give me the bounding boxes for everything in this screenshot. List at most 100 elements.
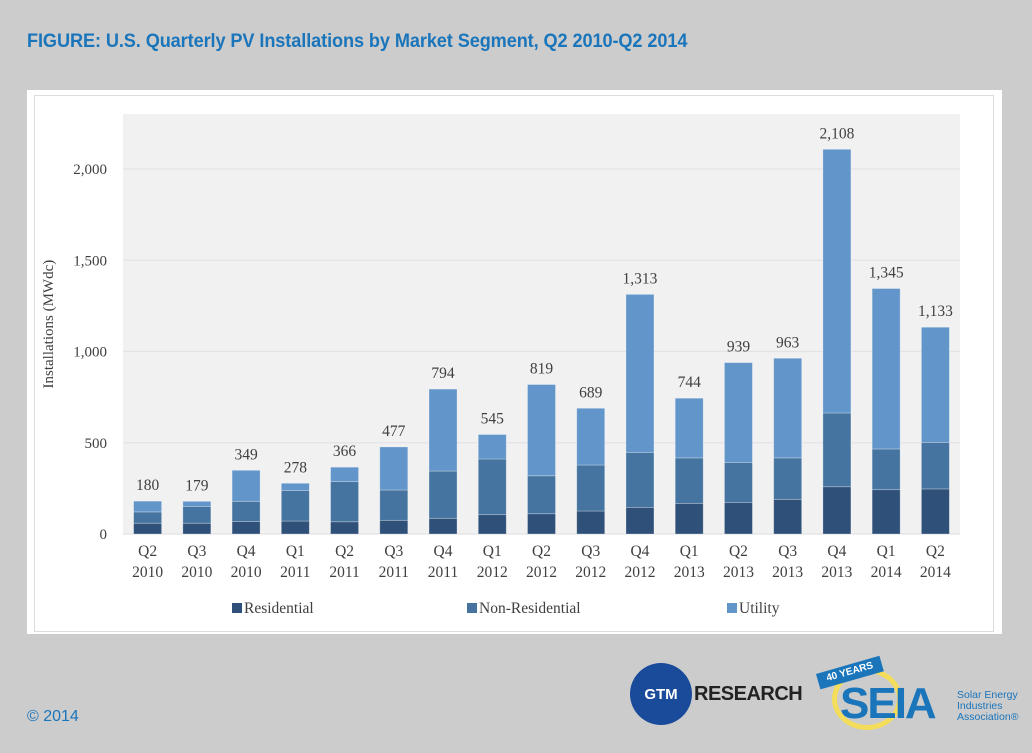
bar-segment-non-residential [920,441,950,490]
x-tick-label-quarter: Q1 [877,543,896,560]
x-tick-label-quarter: Q1 [286,543,305,560]
x-tick-label-quarter: Q1 [483,543,502,560]
seia-desc-line: Association® [957,711,1019,723]
bar-segment-utility [625,293,655,453]
x-tick-label-year: 2011 [329,564,359,581]
bar-segment-utility [182,500,212,507]
x-tick-label-quarter: Q3 [187,543,206,560]
bar-segment-non-residential [822,412,852,488]
bar-segment-residential [231,521,261,535]
legend-label: Residential [244,600,314,617]
x-tick-label-year: 2013 [772,564,803,581]
x-tick-label-quarter: Q2 [138,543,157,560]
bar-total-label: 1,133 [918,303,953,320]
bar-segment-utility [379,446,409,491]
bar-segment-utility [527,384,556,477]
x-tick-label-year: 2014 [871,564,902,581]
seia-desc-line: Industries [957,700,1003,712]
copyright-text: © 2014 [27,708,79,725]
x-tick-label-year: 2012 [477,564,508,581]
bar-segment-residential [822,486,852,535]
bar-segment-non-residential [477,458,507,516]
x-tick-label-quarter: Q3 [778,543,797,560]
y-tick-label: 2,000 [73,162,107,178]
seia-desc-line: Solar Energy [957,689,1018,701]
bar-segment-non-residential [280,490,310,522]
bar-segment-residential [871,489,901,535]
bar-total-label: 366 [333,443,357,460]
legend-label: Non-Residential [479,600,581,617]
bars [133,148,950,535]
x-tick-label-year: 2012 [624,564,655,581]
gtm-research-logo: GTM RESEARCH [632,665,803,725]
bar-segment-non-residential [871,448,901,491]
bar-segment-residential [477,514,507,535]
x-tick-label-quarter: Q2 [532,543,551,560]
x-tick-label-quarter: Q4 [237,543,256,560]
bar-segment-utility [330,466,359,483]
legend-swatch-icon [467,603,477,613]
bar-segment-residential [724,502,753,535]
bar-segment-non-residential [330,481,359,523]
x-tick-label-quarter: Q2 [729,543,748,560]
bar-segment-residential [280,520,310,535]
y-tick-label: 500 [85,436,108,452]
y-axis-title: Installations (MWdc) [41,260,57,389]
x-tick-label-year: 2014 [920,564,951,581]
x-tick-label-year: 2010 [231,564,262,581]
bar-total-label: 1,345 [869,265,904,282]
bar-total-label: 689 [579,384,603,401]
x-tick-label-year: 2013 [674,564,705,581]
bar-segment-utility [133,500,163,513]
bar-segment-utility [822,148,852,414]
bar-segment-residential [428,517,458,535]
bar-segment-residential [527,513,556,535]
chart-frame [34,95,994,632]
bar-segment-utility [576,407,606,466]
bar-total-label: 939 [727,339,751,356]
bar-segment-residential [920,488,950,535]
bar-total-label: 819 [530,361,554,378]
bar-segment-utility [724,362,753,463]
x-tick-label-quarter: Q4 [434,543,453,560]
x-tick-label-year: 2011 [379,564,409,581]
x-tick-label-quarter: Q2 [926,543,945,560]
bar-segment-residential [133,522,163,535]
bar-segment-non-residential [625,452,655,508]
x-tick-label-year: 2012 [575,564,606,581]
x-tick-label-quarter: Q4 [827,543,846,560]
x-tick-label-year: 2011 [280,564,310,581]
bar-segment-residential [330,521,359,535]
bar-segment-residential [674,502,704,535]
bar-total-label: 180 [136,477,160,494]
bar-total-label: 545 [481,411,505,428]
x-tick-label-year: 2012 [526,564,557,581]
legend-swatch-icon [232,603,242,613]
bar-segment-residential [625,506,655,535]
bar-segment-utility [477,434,507,460]
bar-segment-residential [773,498,803,535]
bar-total-label: 794 [431,365,455,382]
bar-segment-residential [576,510,606,535]
bar-segment-utility [871,288,901,450]
x-tick-label-year: 2013 [723,564,754,581]
y-axis-ticks: 0 500 1,000 1,500 2,000 [73,162,107,543]
bar-segment-utility [280,482,310,491]
legend: Residential Non-Residential Utility [232,600,780,617]
legend-label: Utility [739,600,780,617]
seia-wordmark: SEIA [840,679,937,728]
seia-description: Solar Energy Industries Association® [957,690,1018,723]
y-tick-label: 1,500 [73,253,107,269]
x-tick-label-year: 2010 [132,564,163,581]
bar-segment-non-residential [724,462,753,503]
y-tick-label: 0 [100,527,108,543]
bar-segment-non-residential [428,470,458,519]
x-tick-label-quarter: Q1 [680,543,699,560]
bar-segment-non-residential [773,457,803,500]
stacked-bar-chart: 0 500 1,000 1,500 2,000 Installations (MWdc)… [41,114,960,617]
x-tick-label-quarter: Q2 [335,543,354,560]
bar-segment-utility [428,388,458,472]
bar-segment-non-residential [576,464,606,512]
figure-title: FIGURE: U.S. Quarterly PV Installations … [27,30,688,52]
x-tick-label-quarter: Q4 [630,543,649,560]
